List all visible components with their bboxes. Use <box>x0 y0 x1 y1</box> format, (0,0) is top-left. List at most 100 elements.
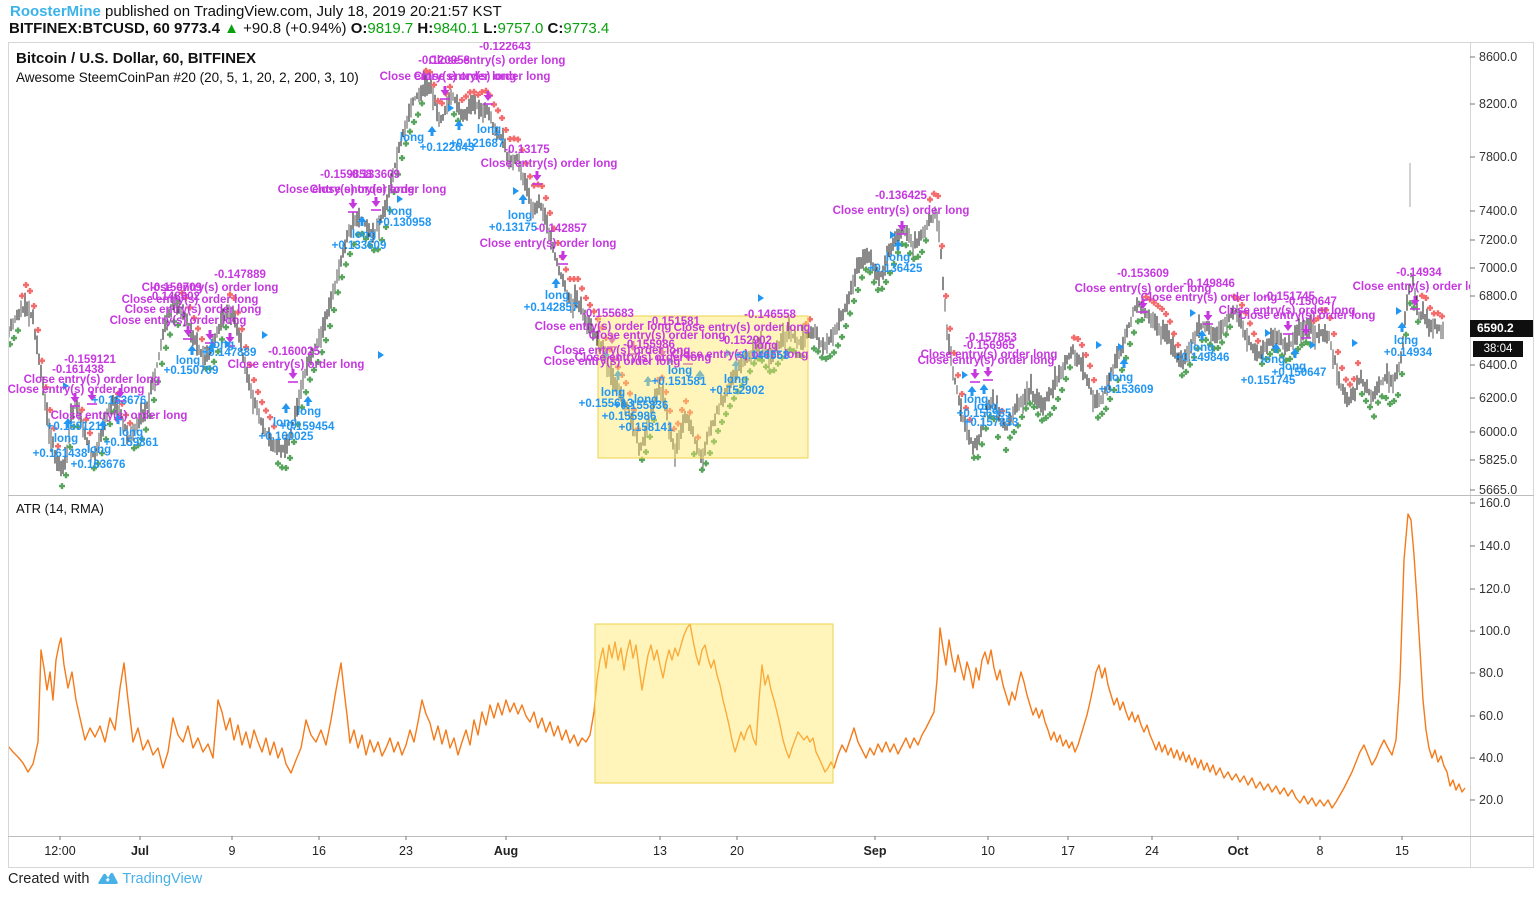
symbol-ohlc-segment: ▲ <box>224 20 239 37</box>
symbol-ohlc-segment: 9773.4 <box>563 20 610 37</box>
symbol-ohlc-segment: 9819.7 <box>367 20 414 37</box>
long-entry-label: long <box>272 417 298 429</box>
long-entry-label: +0.142857 <box>523 302 579 314</box>
close-entry-label: Close entry(s) order long <box>50 410 188 422</box>
close-entry-label: Close entry(s) order long <box>479 238 617 250</box>
long-entry-label: long <box>175 355 201 367</box>
time-axis-label: Jul <box>130 844 150 858</box>
close-entry-label: long <box>753 340 779 352</box>
price-axis-label: 60.0 <box>1479 709 1504 723</box>
close-entry-label: -0.156965 <box>963 340 1015 352</box>
close-entry-label: -0.150709 <box>150 282 202 294</box>
long-entry-label: long <box>351 229 377 241</box>
chart-legend[interactable]: Bitcoin / U.S. Dollar, 60, BITFINEX Awes… <box>16 50 359 85</box>
last-price-tag: 6590.2 <box>1470 320 1533 337</box>
close-entry-label: Close entry(s) order long <box>534 321 672 333</box>
close-entry-label: Close entry(s) order long <box>673 322 811 334</box>
close-entry-label: -0.150647 <box>1285 296 1337 308</box>
close-entry-label: -0.161438 <box>52 364 104 376</box>
close-entry-label: Close entry(s) order long <box>1238 310 1376 322</box>
long-entry-label: long <box>209 339 235 351</box>
price-axis-label: 100.0 <box>1479 624 1511 638</box>
time-axis-label: Sep <box>863 844 887 858</box>
long-entry-label: long <box>667 365 693 377</box>
close-entry-label: -0.151581 <box>648 316 700 328</box>
long-entry-label: +0.153609 <box>1098 384 1154 396</box>
price-axis-label: 20.0 <box>1479 793 1504 807</box>
close-entry-label: -0.152902 <box>720 335 772 347</box>
author-link[interactable]: RoosterMine <box>10 3 101 20</box>
close-entry-label: -0.155683 <box>582 308 634 320</box>
close-entry-label: -0.147889 <box>214 269 266 281</box>
time-axis-label: 17 <box>1061 844 1075 858</box>
long-entry-label: long <box>723 374 749 386</box>
created-with-label: Created with <box>8 871 90 887</box>
price-axis-label: 160.0 <box>1479 496 1511 510</box>
long-entry-label: long <box>885 252 911 264</box>
time-axis-label: 20 <box>730 844 744 858</box>
price-axis-label: 7200.0 <box>1479 233 1518 247</box>
long-entry-label: long <box>1260 354 1286 366</box>
close-entry-label: Close entry(s) order long <box>1352 281 1470 293</box>
time-axis-label: 16 <box>312 844 326 858</box>
close-entry-label: Close entry(s) order long <box>553 345 691 357</box>
long-entry-label: long <box>600 387 626 399</box>
close-entry-label: -0.160025 <box>268 346 320 358</box>
close-entry-label: Close entry(s) order long <box>1140 292 1278 304</box>
close-entry-label: Close entry(s) order long <box>141 282 279 294</box>
long-entry-label: +0.163676 <box>91 395 147 407</box>
indicator-title: Awesome SteemCoinPan #20 (20, 5, 1, 20, … <box>16 70 359 85</box>
tradingview-logo-icon <box>98 872 119 884</box>
price-axis-label: 6200.0 <box>1479 391 1518 405</box>
close-entry-label: Close entry(s) order long <box>588 330 726 342</box>
long-entry-label: +0.151745 <box>1240 375 1296 387</box>
long-entry-label: long <box>633 394 659 406</box>
footer: Created with TradingView <box>8 871 202 887</box>
symbol-ohlc-segment: O: <box>350 20 368 37</box>
symbol-ohlc-segment: H: <box>413 20 434 37</box>
close-entry-label: -0.13175 <box>504 144 550 156</box>
price-axis-label: 40.0 <box>1479 751 1504 765</box>
close-entry-label: -0.148802 <box>148 291 200 303</box>
close-entry-label: -0.155986 <box>623 339 675 351</box>
long-entry-label: +0.136425 <box>867 263 923 275</box>
price-axis-label: 5665.0 <box>1479 483 1518 497</box>
close-entry-label: Close entry(s) order long <box>480 158 618 170</box>
long-entry-label: +0.122643 <box>419 142 475 154</box>
long-entry-label: long <box>973 401 999 413</box>
tradingview-link[interactable]: TradingView <box>122 871 203 887</box>
close-entry-label: Close entry(s) order long <box>277 184 415 196</box>
close-entry-label: Close entry(s) order long <box>124 304 262 316</box>
close-entry-label: Close entry(s) order long <box>109 315 247 327</box>
byline-text: published on TradingView.com, July 18, 2… <box>100 3 502 20</box>
long-entry-label: +0.150709 <box>163 365 219 377</box>
long-entry-label: long <box>1189 342 1215 354</box>
time-axis-label: 10 <box>981 844 995 858</box>
close-entry-label: -0.151745 <box>1263 291 1315 303</box>
close-entry-label: Close entry(s) order long <box>428 55 566 67</box>
symbol-ohlc-line: BITFINEX:BTCUSD, 60 9773.4 ▲ +90.8 (+0.9… <box>9 20 609 37</box>
symbol-title: Bitcoin / U.S. Dollar, 60, BITFINEX <box>16 50 257 67</box>
close-entry-label: Close entry(s) order long <box>832 205 970 217</box>
close-entry-label: Close entry(s) order long <box>671 349 809 361</box>
time-axis-label: 24 <box>1145 844 1159 858</box>
close-entry-label: -0.122643 <box>479 42 531 53</box>
close-entry-label: Close entry(s) order long <box>413 71 551 83</box>
long-entry-label: +0.161438 <box>32 448 88 460</box>
long-entry-label: long <box>507 210 533 222</box>
close-entry-label: Close entry(s) order long <box>23 374 161 386</box>
close-entry-label: -0.157853 <box>965 332 1017 344</box>
long-entry-label: long <box>118 427 144 439</box>
symbol-ohlc-segment: C: <box>543 20 564 37</box>
time-axis-label: 9 <box>228 844 236 858</box>
long-entry-label: long <box>387 206 413 218</box>
close-entry-label: Close entry(s) order long <box>1074 283 1212 295</box>
atr-pane-label[interactable]: ATR (14, RMA) <box>16 501 104 516</box>
bar-countdown: 38:04 <box>1473 341 1523 357</box>
close-entry-label: Close entry(s) order long <box>121 294 259 306</box>
long-entry-label: long <box>544 290 570 302</box>
price-axis-label: 5825.0 <box>1479 453 1518 467</box>
price-axis-label: 80.0 <box>1479 666 1504 680</box>
